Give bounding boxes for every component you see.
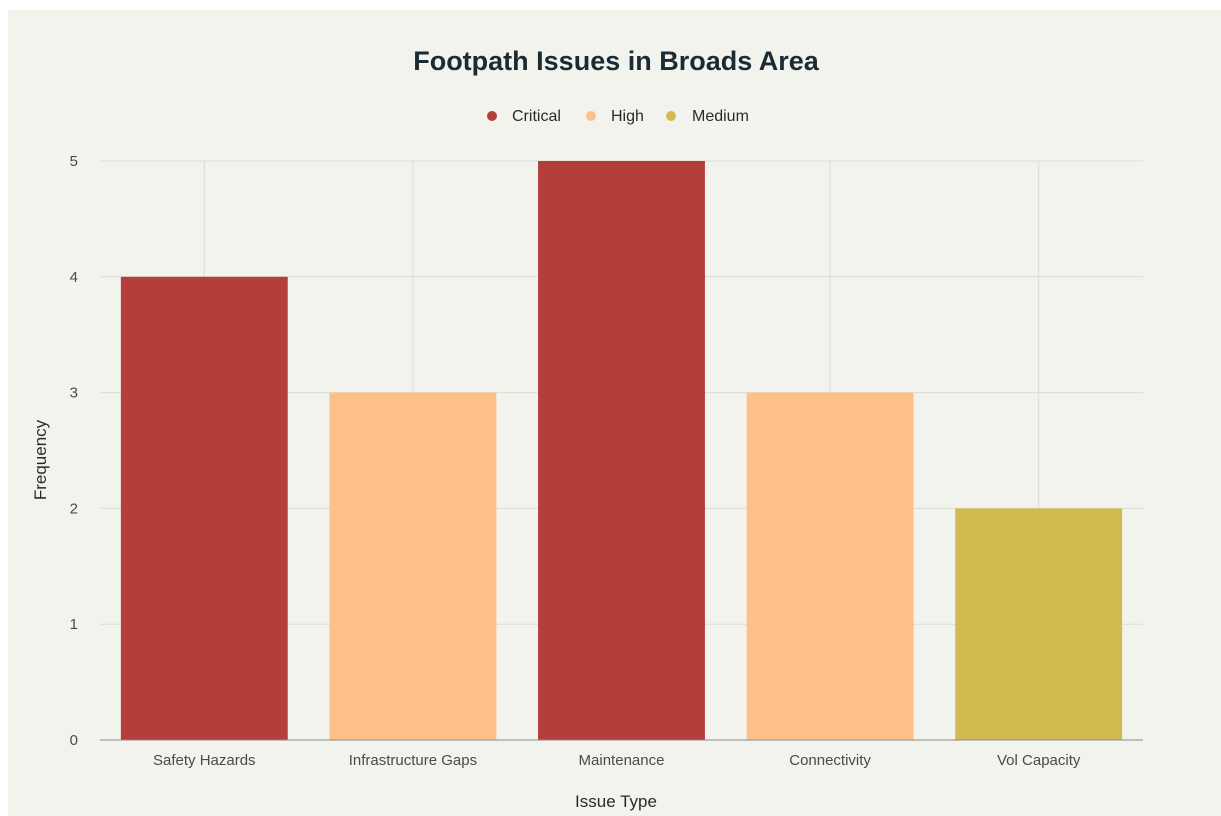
y-tick-label-5: 5 [70,153,78,170]
bar-safety-hazards [120,276,288,740]
bars [120,161,1123,740]
x-tick-label-4: Vol Capacity [997,752,1081,769]
bar-connectivity [746,392,914,740]
y-tick-label-3: 3 [70,385,78,402]
chart-canvas: Footpath Issues in Broads Area Critical … [31,46,1143,811]
chart-title: Footpath Issues in Broads Area [413,46,820,76]
y-tick-label-0: 0 [70,732,78,749]
bar-infrastructure-gaps [329,392,497,740]
chart-container: Footpath Issues in Broads Area Critical … [8,10,1221,816]
legend: Critical High Medium [487,108,749,125]
y-tick-label-2: 2 [70,500,78,517]
y-tick-label-4: 4 [70,269,78,286]
legend-marker-critical [487,111,497,121]
legend-marker-high [586,111,596,121]
x-tick-label-0: Safety Hazards [153,752,256,769]
x-tick-label-2: Maintenance [579,752,665,769]
legend-label-critical: Critical [512,108,561,125]
x-tick-labels: Safety Hazards Infrastructure Gaps Mainten… [153,752,1081,769]
bar-vol-capacity [955,508,1123,740]
legend-label-high: High [611,108,644,125]
x-tick-label-1: Infrastructure Gaps [349,752,477,769]
bar-maintenance [538,161,705,740]
y-tick-label-1: 1 [70,616,78,633]
legend-label-medium: Medium [692,108,749,125]
x-tick-label-3: Connectivity [789,752,871,769]
legend-marker-medium [666,111,676,121]
x-axis-title: Issue Type [575,792,657,811]
y-axis-title: Frequency [31,419,50,500]
y-tick-labels: 0 1 2 3 4 5 [70,153,78,749]
